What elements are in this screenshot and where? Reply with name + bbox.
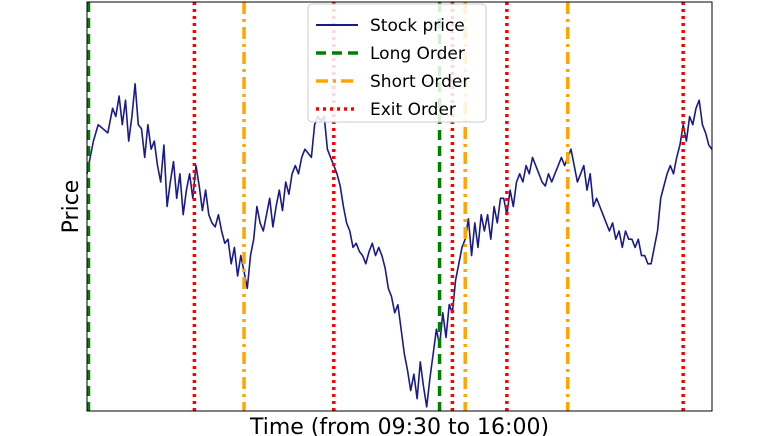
legend-label-long-order: Long Order bbox=[370, 44, 465, 64]
x-axis-label: Time (from 09:30 to 16:00) bbox=[249, 415, 549, 436]
y-axis-label: Price bbox=[59, 180, 84, 234]
legend-box bbox=[307, 3, 487, 123]
plot-frame bbox=[86, 1, 713, 412]
legend: Stock price Long Order Short Order Exit … bbox=[307, 3, 487, 123]
legend-label-stock-price: Stock price bbox=[370, 16, 465, 36]
series-line-stock-price bbox=[86, 83, 713, 408]
legend-label-exit-order: Exit Order bbox=[370, 100, 456, 120]
legend-label-short-order: Short Order bbox=[370, 72, 469, 92]
